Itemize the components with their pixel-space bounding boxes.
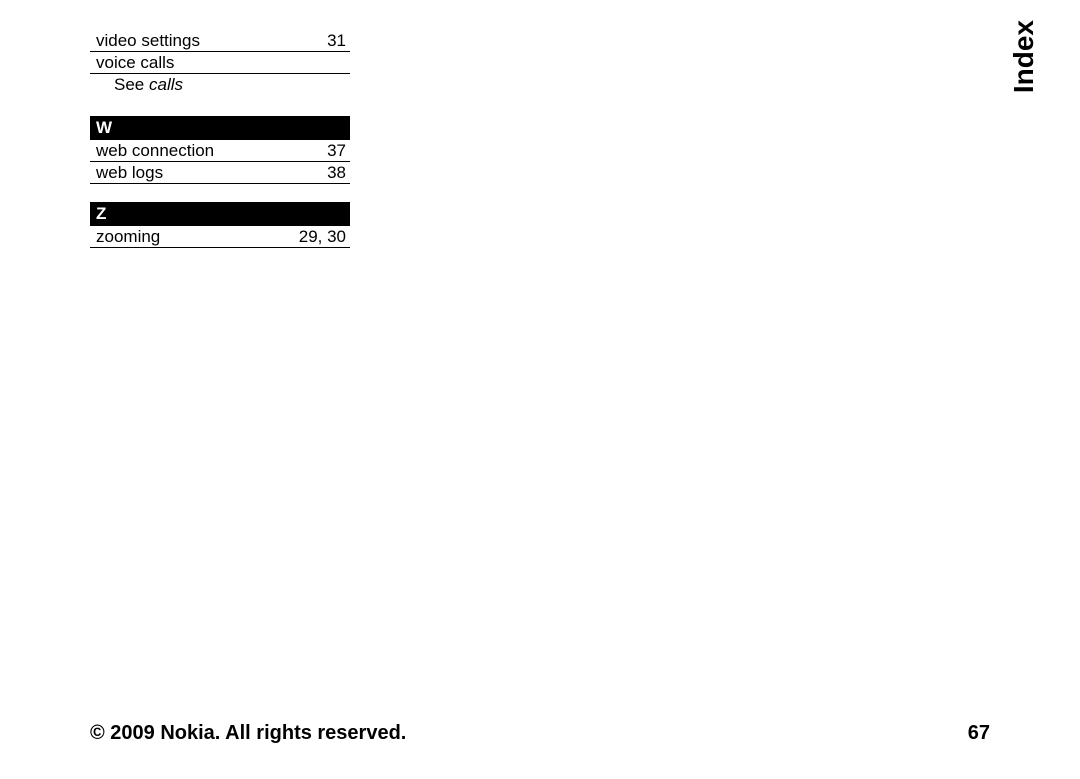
page: Index video settings 31 voice calls See … — [0, 0, 1080, 779]
index-term: voice calls — [96, 52, 174, 74]
copyright-text: © 2009 Nokia. All rights reserved. — [90, 722, 406, 745]
see-reference: calls — [149, 75, 183, 94]
index-entry: voice calls — [90, 52, 350, 74]
side-title-index: Index — [1008, 20, 1040, 93]
index-column: video settings 31 voice calls See calls … — [90, 30, 350, 248]
see-prefix: See — [114, 75, 149, 94]
index-pages: 29, 30 — [299, 226, 346, 248]
index-subentry: See calls — [90, 74, 350, 98]
index-entry: web logs 38 — [90, 162, 350, 184]
index-entry: video settings 31 — [90, 30, 350, 52]
index-entry: web connection 37 — [90, 140, 350, 162]
index-term: video settings — [96, 30, 200, 52]
index-pages: 31 — [327, 30, 346, 52]
index-entry: zooming 29, 30 — [90, 226, 350, 248]
index-term: web logs — [96, 162, 163, 184]
index-term: web connection — [96, 140, 214, 162]
index-term: zooming — [96, 226, 160, 248]
index-letter-heading: W — [90, 116, 350, 140]
index-pages: 37 — [327, 140, 346, 162]
page-number: 67 — [968, 722, 990, 745]
index-letter-heading: Z — [90, 202, 350, 226]
page-footer: © 2009 Nokia. All rights reserved. 67 — [90, 722, 990, 745]
index-pages: 38 — [327, 162, 346, 184]
